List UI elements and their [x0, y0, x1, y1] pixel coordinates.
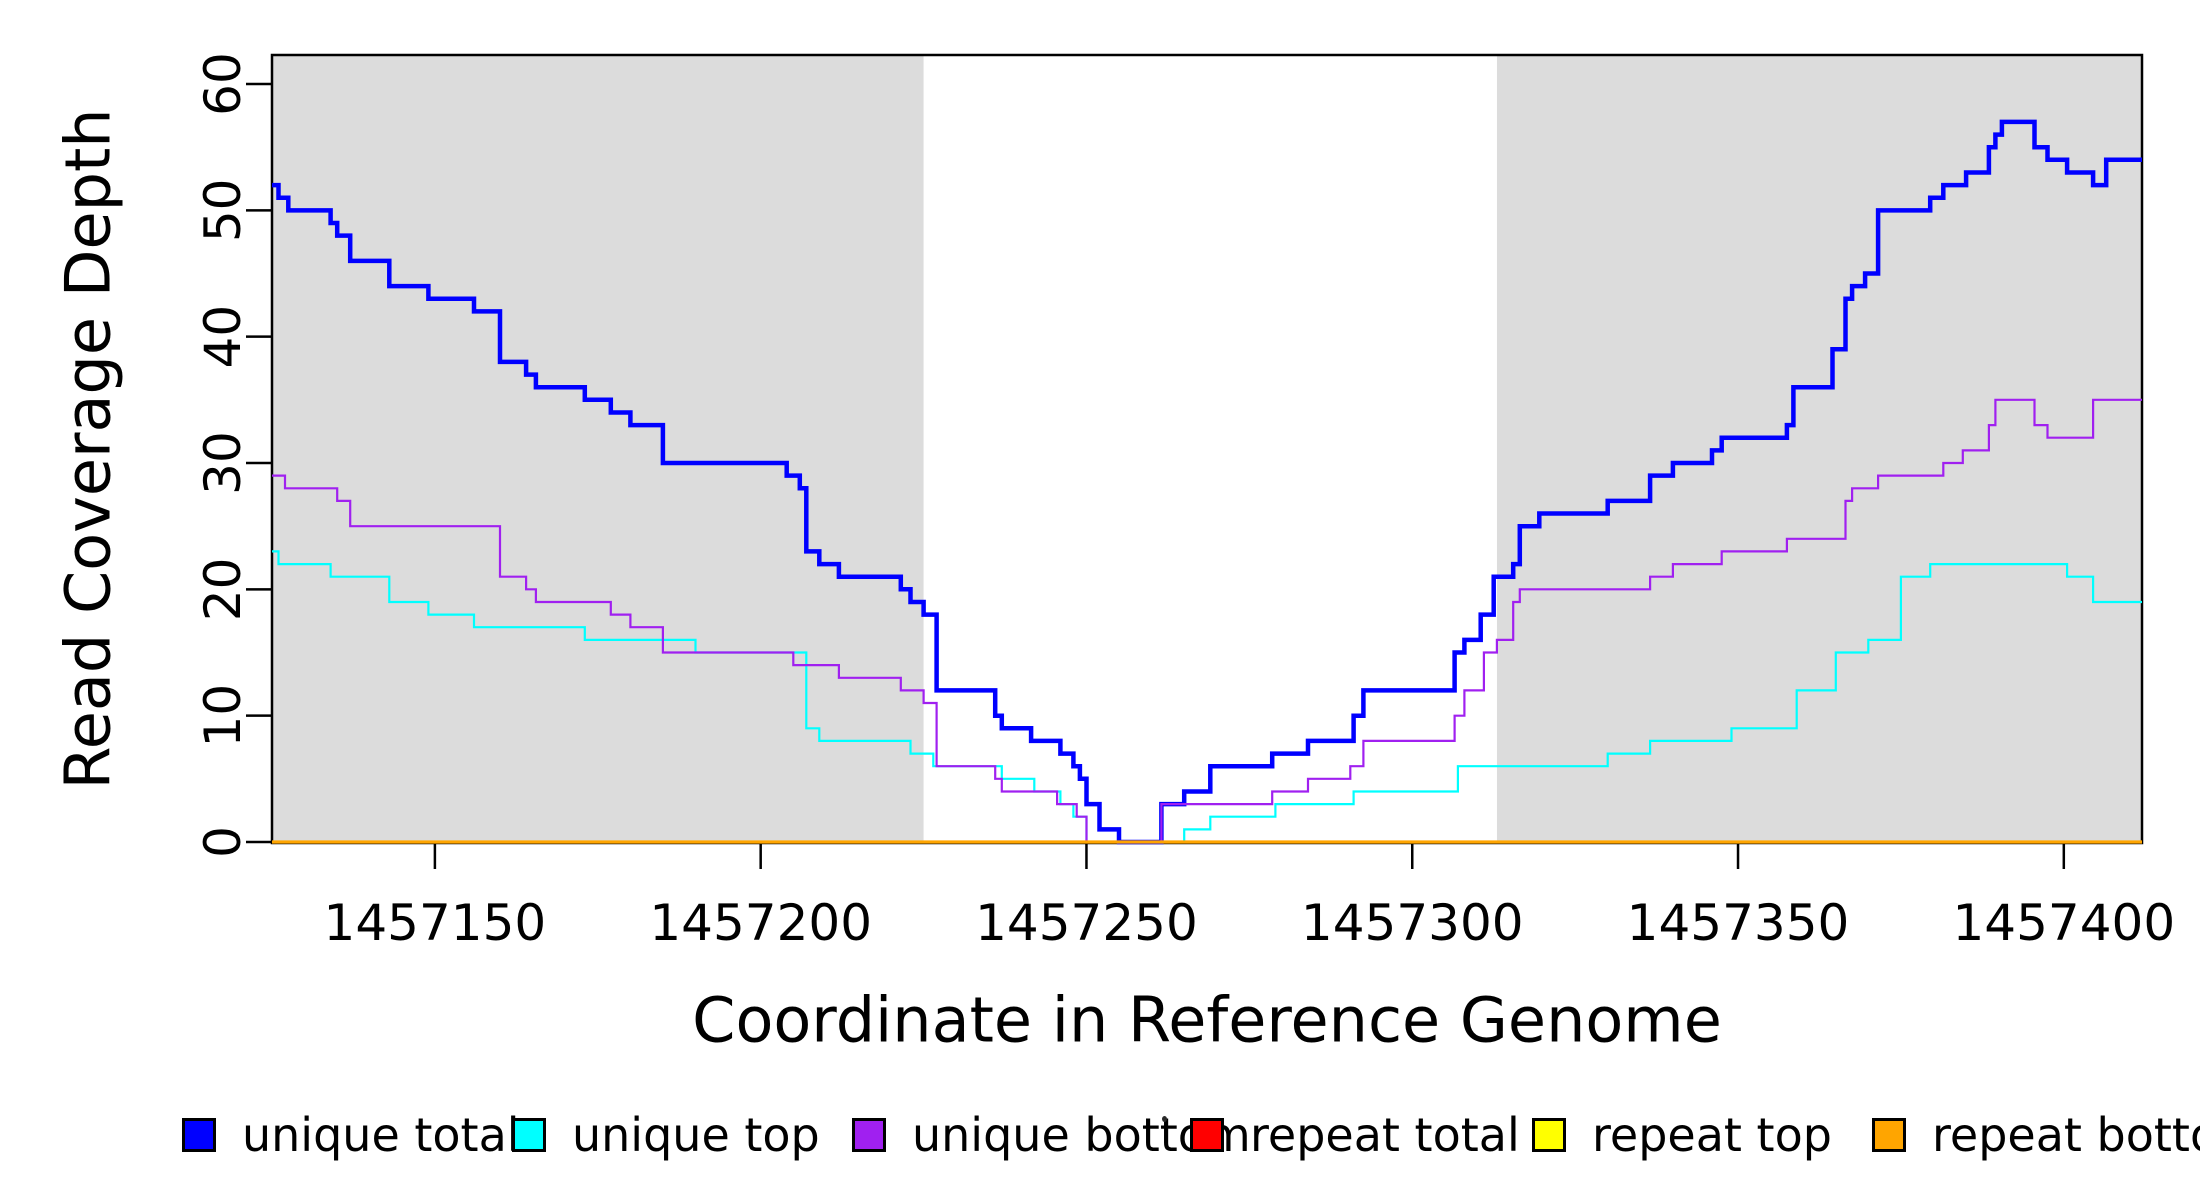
y-tick-label: 30 [194, 431, 252, 495]
x-axis-title: Coordinate in Reference Genome [692, 983, 1722, 1057]
legend-swatch-icon [852, 1118, 886, 1152]
legend-item-unique-top: unique top [512, 1107, 820, 1163]
legend-swatch-icon [182, 1118, 216, 1152]
legend-label: repeat total [1250, 1108, 1520, 1162]
legend-swatch-icon [1532, 1118, 1566, 1152]
y-tick-label: 50 [194, 179, 252, 243]
x-tick-label: 1457150 [324, 894, 547, 952]
stray-dot [1162, 1116, 1167, 1122]
legend-item-repeat-top: repeat top [1532, 1107, 1832, 1163]
legend-label: unique top [572, 1108, 820, 1162]
legend-swatch-icon [1190, 1118, 1224, 1152]
x-tick-label: 1457350 [1627, 894, 1850, 952]
x-tick-label: 1457400 [1952, 894, 2175, 952]
series-unique-total [272, 119, 2142, 845]
legend-swatch-icon [1872, 1118, 1906, 1152]
x-tick-label: 1457250 [975, 894, 1198, 952]
y-tick-label: 60 [194, 52, 252, 116]
legend-swatch-icon [512, 1118, 546, 1152]
y-axis-title: Read Coverage Depth [51, 108, 125, 790]
legend-item-repeat-bottom: repeat bottom [1872, 1107, 2200, 1163]
y-tick-label: 20 [194, 558, 252, 622]
y-tick-label: 10 [194, 684, 252, 748]
y-tick-label: 40 [194, 305, 252, 369]
series-unique-bottom [272, 398, 2142, 844]
shaded-region-1 [272, 55, 924, 843]
x-tick-label: 1457300 [1301, 894, 1524, 952]
x-tick-label: 1457200 [649, 894, 872, 952]
legend-label: repeat bottom [1932, 1108, 2200, 1162]
legend-label: unique total [242, 1108, 520, 1162]
legend-label: repeat top [1592, 1108, 1832, 1162]
y-tick-label: 0 [194, 826, 252, 858]
legend-item-repeat-total: repeat total [1190, 1107, 1520, 1163]
shaded-region-2 [1496, 55, 2142, 843]
legend-item-unique-total: unique total [182, 1107, 520, 1163]
